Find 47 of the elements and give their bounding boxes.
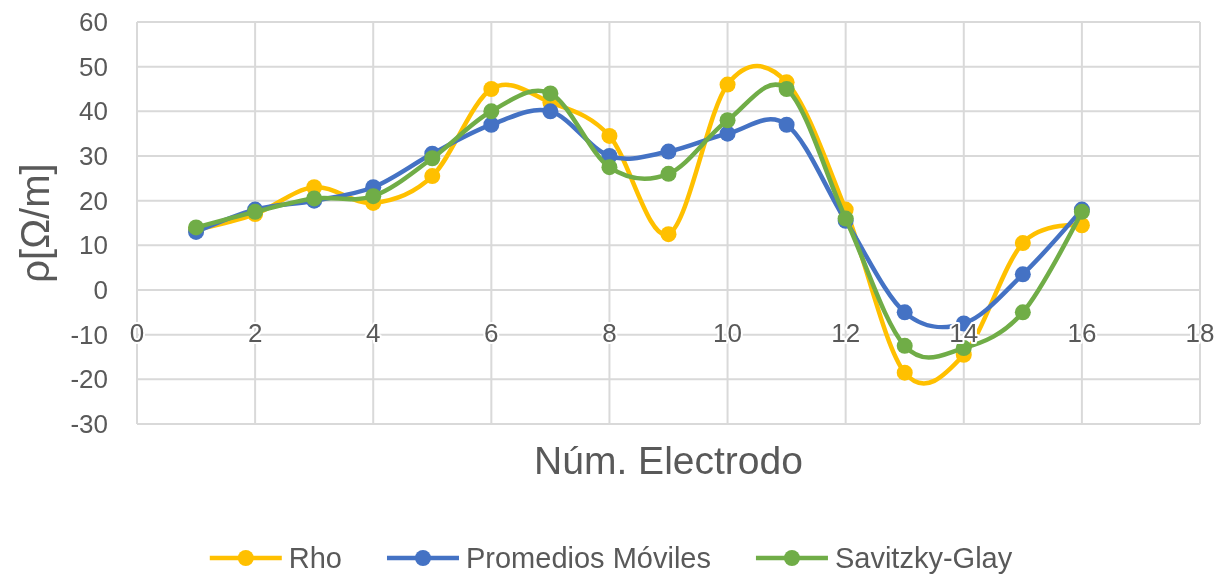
point: [1014, 304, 1031, 321]
point: [365, 188, 382, 205]
x-tick-label: 8: [602, 318, 617, 348]
x-tick-label: 18: [1185, 318, 1215, 348]
x-tick-label: 16: [1067, 318, 1097, 348]
point: [896, 304, 913, 321]
y-tick-label: 0: [93, 275, 108, 305]
point: [424, 168, 441, 185]
y-tick-label: -10: [70, 319, 108, 350]
y-tick-label: -30: [70, 409, 108, 439]
legend-label: Savitzky-Glay: [834, 542, 1013, 574]
x-axis-title: Núm. Electrodo: [534, 438, 803, 482]
x-tick-label: 12: [831, 318, 861, 348]
point: [601, 127, 618, 144]
point: [778, 81, 795, 97]
x-tick-label: 4: [365, 318, 381, 348]
point: [483, 116, 500, 133]
y-tick-label: 20: [79, 185, 108, 216]
x-tick-label: 6: [484, 318, 499, 348]
y-tick-label: 50: [79, 51, 108, 82]
point: [778, 116, 795, 133]
point: [1014, 266, 1031, 283]
point: [719, 76, 736, 93]
point: [601, 159, 618, 176]
x-tick-label: 2: [247, 318, 263, 348]
point: [896, 364, 913, 381]
point: [542, 85, 559, 102]
y-tick-label: -20: [70, 364, 108, 395]
point: [660, 226, 677, 243]
point: [719, 112, 736, 129]
point: [483, 81, 500, 97]
point: [424, 150, 441, 167]
x-tick-label: 10: [713, 318, 743, 348]
y-tick-label: 40: [79, 96, 108, 127]
x-tick-label: 0: [129, 318, 145, 348]
y-tick-label: 30: [79, 141, 108, 171]
point: [660, 165, 677, 182]
point: [660, 143, 677, 160]
y-tick-label: 60: [79, 7, 108, 37]
point: [483, 103, 500, 120]
y-axis-title: ρ[Ω/m]: [13, 163, 57, 283]
point: [896, 337, 913, 354]
point: [542, 103, 559, 120]
legend-label: Rho: [288, 542, 342, 574]
legend-label: Promedios Móviles: [465, 542, 711, 574]
y-tick-label: 10: [79, 230, 108, 261]
point: [1014, 235, 1031, 252]
